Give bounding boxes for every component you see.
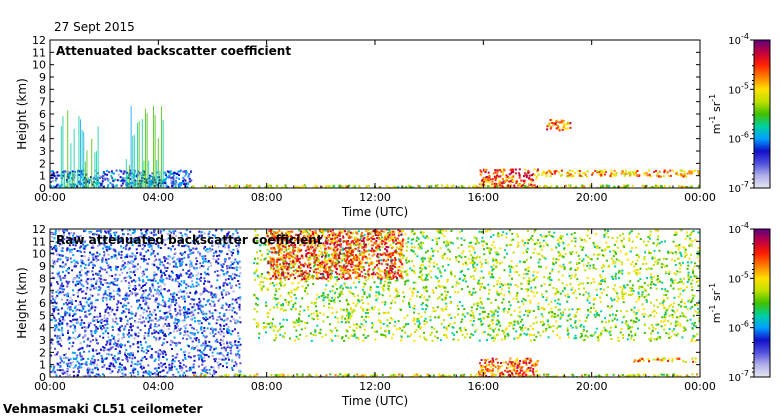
y-tick-label: 2 bbox=[39, 346, 46, 359]
y-tick-label: 6 bbox=[39, 297, 46, 310]
x-tick-label: 00:00 bbox=[684, 191, 716, 204]
y-tick-label: 1 bbox=[39, 170, 46, 183]
colorbar-gradient bbox=[753, 39, 771, 189]
x-tick-label: 16:00 bbox=[467, 380, 499, 393]
y-tick-label: 4 bbox=[39, 322, 46, 335]
colorbar-gradient bbox=[753, 228, 771, 378]
colorbar-tick-label: 10-6 bbox=[728, 320, 749, 335]
feature-mid-cloud bbox=[546, 119, 572, 132]
x-tick-label: 20:00 bbox=[576, 380, 608, 393]
feature-low-cloud bbox=[633, 357, 700, 363]
x-tick-label: 00:00 bbox=[34, 191, 66, 204]
colorbar-unit: m-1 sr-1 bbox=[708, 94, 723, 134]
y-tick-label: 3 bbox=[39, 334, 46, 347]
y-tick-label: 4 bbox=[39, 133, 46, 146]
y-tick-label: 10 bbox=[32, 248, 46, 261]
y-tick-label: 11 bbox=[32, 46, 46, 59]
x-axis-label: Time (UTC) bbox=[341, 394, 408, 408]
colorbar-tick-label: 10-5 bbox=[728, 270, 749, 285]
chart-title: Raw attenuated backscatter coefficient bbox=[56, 233, 323, 247]
feature-cloud-layer bbox=[478, 357, 539, 377]
feature-convective-plumes bbox=[60, 110, 99, 188]
x-tick-label: 04:00 bbox=[142, 191, 174, 204]
colorbar: 10-4 10-5 10-6 10-7 m-1 sr-1 bbox=[708, 32, 771, 195]
x-tick-label: 16:00 bbox=[467, 191, 499, 204]
y-tick-label: 7 bbox=[39, 285, 46, 298]
y-tick-label: 12 bbox=[32, 34, 46, 47]
y-tick-label: 0 bbox=[39, 182, 46, 195]
date-label: 27 Sept 2015 bbox=[54, 20, 135, 34]
x-tick-label: 12:00 bbox=[359, 380, 391, 393]
y-tick-label: 2 bbox=[39, 157, 46, 170]
x-tick-label: 08:00 bbox=[251, 380, 283, 393]
feature-low-cloud bbox=[537, 169, 700, 178]
feature-convective-plumes bbox=[125, 105, 164, 188]
y-tick-label: 11 bbox=[32, 235, 46, 248]
y-tick-label: 5 bbox=[39, 120, 46, 133]
y-axis-label: Height (km) bbox=[15, 267, 29, 338]
x-tick-label: 04:00 bbox=[142, 380, 174, 393]
feature-strong-noise bbox=[266, 229, 404, 281]
feature-daytime-noise bbox=[253, 229, 700, 342]
x-tick-label: 12:00 bbox=[359, 191, 391, 204]
colorbar-tick-label: 10-6 bbox=[728, 131, 749, 146]
backscatter-field bbox=[50, 40, 700, 188]
colorbar-tick-label: 10-4 bbox=[728, 221, 749, 236]
y-tick-label: 0 bbox=[39, 371, 46, 384]
x-tick-label: 08:00 bbox=[251, 191, 283, 204]
x-tick-label: 20:00 bbox=[576, 191, 608, 204]
chart-panel-2: Raw attenuated backscatter coefficient01… bbox=[15, 223, 716, 408]
colorbar-tick-label: 10-5 bbox=[728, 81, 749, 96]
y-tick-label: 8 bbox=[39, 272, 46, 285]
colorbar-tick-label: 10-7 bbox=[728, 180, 749, 195]
y-axis-label: Height (km) bbox=[15, 78, 29, 149]
backscatter-field bbox=[50, 229, 700, 377]
y-tick-label: 9 bbox=[39, 71, 46, 84]
x-tick-label: 00:00 bbox=[34, 380, 66, 393]
y-tick-label: 12 bbox=[32, 223, 46, 236]
y-tick-label: 6 bbox=[39, 108, 46, 121]
y-tick-label: 1 bbox=[39, 359, 46, 372]
y-tick-label: 5 bbox=[39, 309, 46, 322]
y-tick-label: 3 bbox=[39, 145, 46, 158]
colorbar-tick-label: 10-7 bbox=[728, 369, 749, 384]
colorbar: 10-4 10-5 10-6 10-7 m-1 sr-1 bbox=[708, 221, 771, 384]
feature-night-noise bbox=[50, 229, 242, 377]
chart-title: Attenuated backscatter coefficient bbox=[56, 44, 291, 58]
x-axis-label: Time (UTC) bbox=[341, 205, 408, 219]
instrument-label: Vehmasmaki CL51 ceilometer bbox=[3, 402, 203, 416]
colorbar-unit: m-1 sr-1 bbox=[708, 283, 723, 323]
y-tick-label: 9 bbox=[39, 260, 46, 273]
y-tick-label: 7 bbox=[39, 96, 46, 109]
y-tick-label: 8 bbox=[39, 83, 46, 96]
chart-panel-1: Attenuated backscatter coefficient012345… bbox=[15, 34, 716, 219]
x-tick-label: 00:00 bbox=[684, 380, 716, 393]
y-tick-label: 10 bbox=[32, 59, 46, 72]
colorbar-tick-label: 10-4 bbox=[728, 32, 749, 47]
